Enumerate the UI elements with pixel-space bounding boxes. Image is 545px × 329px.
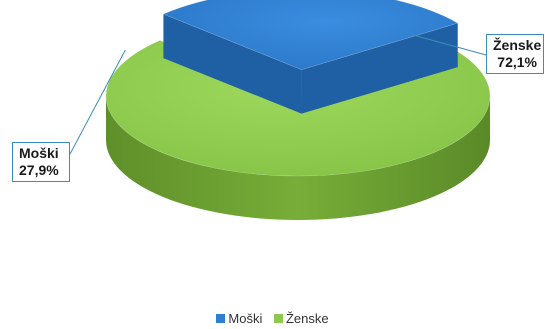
- data-label-moski: Moški 27,9%: [12, 142, 70, 182]
- slice-top-moski: [162, 0, 459, 70]
- data-label-moski-category: Moški: [19, 145, 59, 161]
- legend-item-moski: Moški: [216, 311, 262, 326]
- slice-wall-moski-start: [163, 14, 302, 114]
- leader-lines: [69, 34, 487, 155]
- slice-side-zenske: [106, 96, 490, 220]
- legend-swatch-moski: [216, 314, 226, 323]
- legend-label-moski: Moški: [228, 311, 263, 326]
- pie-slices: [105, 0, 491, 220]
- slice-wall-moski-end: [301, 23, 458, 114]
- data-label-zenske: Ženske 72,1%: [486, 34, 544, 74]
- data-label-moski-value: 27,9%: [19, 162, 59, 178]
- pie-slice-moski: [162, 0, 459, 114]
- legend-item-zenske: Ženske: [273, 311, 329, 326]
- legend-label-zenske: Ženske: [285, 311, 329, 326]
- data-label-zenske-category: Ženske: [493, 37, 542, 53]
- legend-swatch-zenske: [273, 314, 283, 323]
- data-label-zenske-value: 72,1%: [497, 54, 537, 70]
- leader-line-moski: [69, 49, 126, 155]
- chart-legend: Moški Ženske: [0, 311, 545, 326]
- leader-line-zenske: [412, 34, 487, 56]
